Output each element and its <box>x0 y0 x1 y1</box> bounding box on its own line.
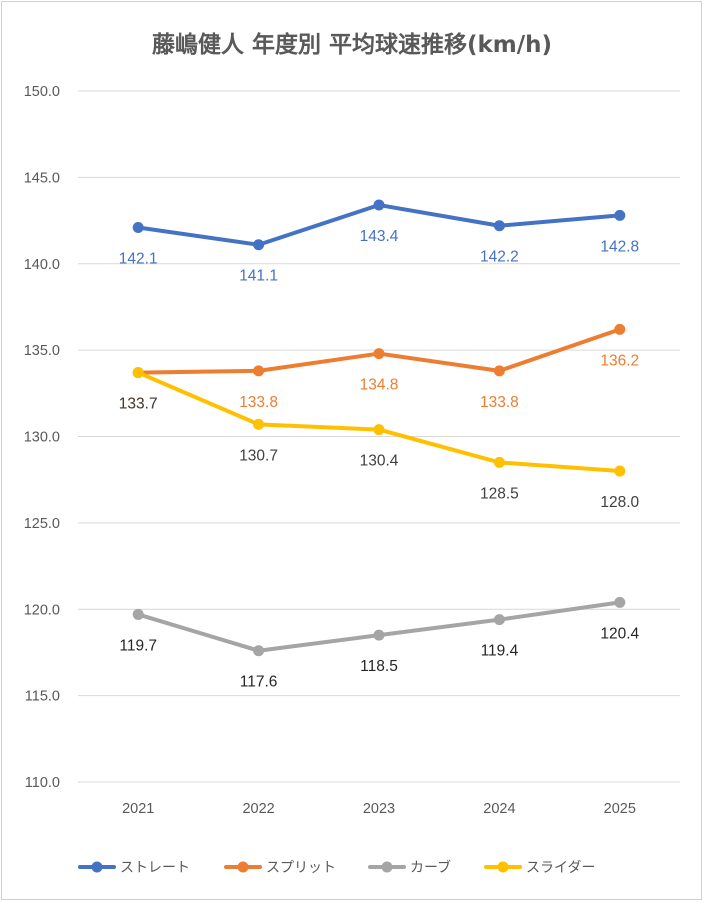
y-tick-label: 145.0 <box>24 170 60 186</box>
data-point <box>493 220 505 232</box>
data-label: 133.8 <box>239 394 278 411</box>
data-label: 119.7 <box>119 637 157 654</box>
data-point <box>373 199 385 211</box>
data-label: 130.7 <box>239 447 278 464</box>
data-point <box>132 608 144 620</box>
data-label: 128.5 <box>480 485 519 502</box>
data-label: 117.6 <box>240 674 278 691</box>
gridlines <box>78 90 680 783</box>
chart-title: 藤嶋健人 年度別 平均球速推移(km/h) <box>152 31 552 58</box>
data-label: 133.8 <box>480 394 519 411</box>
data-label: 141.1 <box>239 268 278 285</box>
data-point <box>132 367 144 379</box>
x-tick-label: 2024 <box>483 801 515 817</box>
data-point <box>253 239 265 251</box>
x-tick-label: 2021 <box>122 801 154 817</box>
data-label: 128.0 <box>600 494 639 511</box>
legend-marker <box>91 861 103 873</box>
data-label: 143.4 <box>360 228 399 245</box>
data-label: 130.4 <box>360 453 399 470</box>
data-label: 133.7 <box>119 396 158 413</box>
data-point <box>614 596 626 608</box>
data-point <box>373 629 385 641</box>
data-label: 136.2 <box>600 352 639 369</box>
x-tick-label: 2022 <box>242 801 274 817</box>
y-tick-label: 110.0 <box>25 775 60 791</box>
legend-marker <box>381 861 393 873</box>
legend-marker <box>237 861 249 873</box>
data-point <box>132 221 144 233</box>
x-axis: 2021 2022 2023 2024 2025 <box>122 801 636 817</box>
y-tick-label: 130.0 <box>24 430 60 446</box>
series-group <box>132 199 626 657</box>
y-tick-label: 120.0 <box>24 602 60 618</box>
legend: ストレート スプリット カーブ スライダー <box>78 859 595 876</box>
legend-label: スプリット <box>266 860 336 876</box>
data-point <box>614 209 626 221</box>
legend-label: ストレート <box>120 860 190 876</box>
data-point <box>493 456 505 468</box>
data-label: 119.4 <box>481 643 519 660</box>
legend-marker <box>497 861 509 873</box>
y-tick-label: 125.0 <box>24 516 60 532</box>
y-tick-label: 140.0 <box>24 257 60 273</box>
data-point <box>373 424 385 436</box>
y-tick-label: 115.0 <box>25 689 60 705</box>
data-point <box>493 614 505 626</box>
data-point <box>253 418 265 430</box>
data-labels: 142.1 141.1 143.4 142.2 142.8 133.7 133.8 134.8… <box>119 228 640 691</box>
data-point <box>253 645 265 657</box>
data-point <box>493 365 505 377</box>
data-label: 133.7 <box>119 396 158 413</box>
data-label: 120.4 <box>600 625 639 642</box>
data-label: 142.2 <box>480 249 519 266</box>
data-point <box>614 465 626 477</box>
data-point <box>373 348 385 360</box>
y-tick-label: 150.0 <box>24 84 60 100</box>
y-axis: 150.0 145.0 140.0 135.0 130.0 125.0 120.0 115.0… <box>24 84 60 791</box>
data-label: 142.8 <box>600 238 639 255</box>
data-point <box>253 365 265 377</box>
x-tick-label: 2023 <box>363 801 395 817</box>
y-tick-label: 135.0 <box>24 343 60 359</box>
legend-label: カーブ <box>410 859 451 876</box>
legend-label: スライダー <box>526 860 595 876</box>
x-tick-label: 2025 <box>604 801 636 817</box>
data-label: 118.5 <box>360 658 398 675</box>
data-label: 142.1 <box>119 250 158 267</box>
data-label: 134.8 <box>360 377 399 394</box>
data-point <box>614 323 626 335</box>
